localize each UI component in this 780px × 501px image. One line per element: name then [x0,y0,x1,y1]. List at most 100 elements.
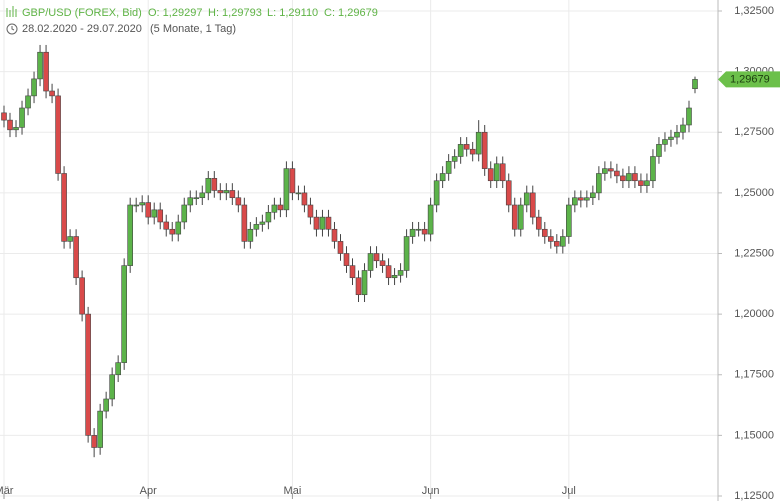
candle-body [692,79,698,89]
candle-body [529,192,536,218]
candle-body [307,204,314,218]
quote-label: L: 1,29110 [267,7,318,19]
candle-body [572,197,578,206]
candle-body [295,192,302,195]
candle-body [535,216,542,230]
y-tick-label: 1,25000 [734,187,774,199]
title-icon [6,6,17,17]
candle-body [433,180,440,206]
candle-body [265,211,272,223]
candle-body [439,173,446,182]
candle-body [457,144,464,157]
candle-body [169,228,176,235]
candle-body [73,236,79,279]
subtitle-note: (5 Monate, 1 Tag) [150,23,236,35]
candle-body [31,78,37,97]
candle-body [259,221,266,225]
candle-body [391,275,398,279]
candle-body [205,178,212,194]
candle-body [668,136,674,140]
candle-body [481,131,488,169]
candle-body [584,197,590,201]
candle-body [67,236,73,242]
candle-body [355,277,362,296]
candle-body [217,190,224,194]
candle-body [193,197,200,200]
candle-body [289,168,296,194]
candle-body [133,204,139,207]
candle-body [127,204,133,266]
candle-body [608,168,614,172]
candle-body [560,236,566,247]
candle-body [151,209,158,218]
candle-body [451,156,458,162]
candle-body [229,190,236,199]
candle-body [566,204,572,237]
x-tick-label: Mai [284,485,302,497]
candle-body [343,253,350,266]
candle-body [181,204,188,223]
candle-body [97,410,103,448]
candle-body [385,265,392,279]
candle-body [319,216,326,230]
candle-body [680,124,686,133]
candle-body [7,119,13,131]
candle-body [475,131,482,155]
candle-body [427,204,434,235]
candle-body [175,221,182,235]
candle-body [187,197,194,206]
candle-body [283,168,290,211]
candle-body [349,265,356,279]
candle-body [19,107,25,128]
candle-body [686,107,692,126]
candle-body [109,374,115,400]
candle-body [403,236,410,271]
clock-icon [6,23,18,35]
y-tick-label: 1,27500 [734,126,774,138]
candle-body [445,161,452,174]
candle-body [469,148,476,155]
candle-body [517,204,524,230]
chart-title: GBP/USD (FOREX, Bid) [22,7,142,19]
y-tick-label: 1,15000 [734,429,774,441]
candle-body [211,178,218,191]
candle-body [271,204,278,213]
candle-body [253,224,260,230]
candle-body [13,127,19,131]
candle-body [523,192,530,206]
candle-body [511,204,518,230]
candle-body [37,51,43,80]
candle-body [361,270,368,296]
quote-label: H: 1,29793 [208,7,262,19]
candle-body [674,131,680,138]
candle-body [602,168,608,174]
candle-body [61,173,67,242]
candle-body [337,241,344,254]
candle-body [277,204,284,211]
candle-body [223,190,230,194]
candle-body [241,204,248,242]
candle-body [632,173,638,182]
subtitle: 28.02.2020 - 29.07.2020 [22,23,142,35]
grid [0,0,718,497]
candle-body [379,260,386,266]
candle-body [79,277,85,315]
candle-body [415,228,422,231]
candle-body [85,313,91,436]
y-tick-label: 1,20000 [734,308,774,320]
candle-body [157,209,164,223]
candle-body [313,216,320,230]
candle-body [656,144,662,157]
x-tick-label: Mär [0,485,14,497]
candle-body [301,192,308,206]
candle-body [590,192,596,199]
candle-body [397,270,404,276]
candle-body [199,192,206,199]
candle-body [662,139,668,145]
candle-body [614,170,620,177]
last-price-tag [718,71,780,88]
candle-body [91,435,97,448]
candle-body [1,112,7,121]
candle-body [325,216,332,230]
candle-body [367,253,374,271]
